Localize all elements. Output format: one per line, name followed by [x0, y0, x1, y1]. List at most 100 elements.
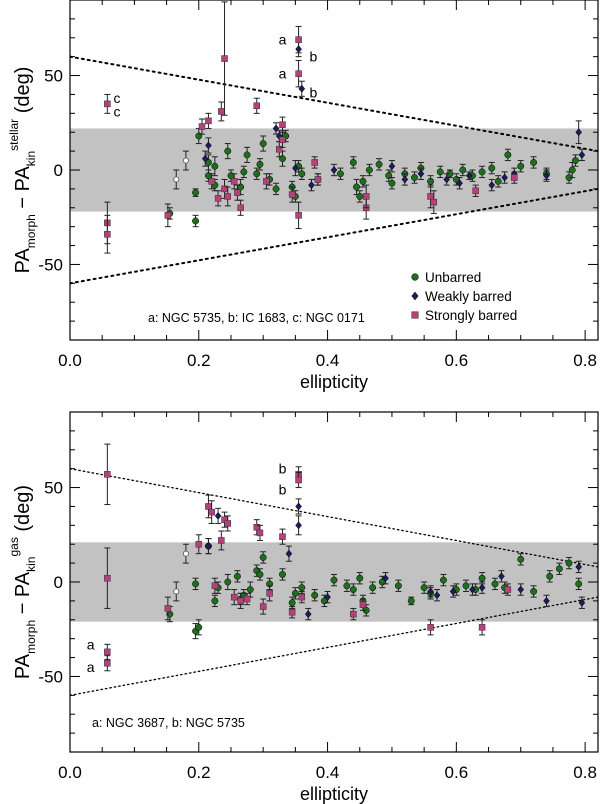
data-point: [279, 131, 286, 148]
weakly-barred-marker: [201, 154, 209, 163]
strongly-barred-marker: [243, 595, 251, 603]
unbarred-marker: [259, 553, 267, 561]
data-point: [298, 167, 306, 180]
unbarred-marker: [488, 164, 496, 172]
strongly-barred-marker: [104, 471, 111, 478]
strongly-barred-marker: [298, 593, 306, 601]
data-point: [201, 150, 209, 167]
data-point: [359, 598, 367, 611]
y-tick-label: 0: [54, 161, 63, 180]
annotation-label: b: [279, 481, 287, 497]
weakly-barred-marker: [501, 173, 508, 182]
data-point: [263, 173, 270, 190]
weakly-barred-marker: [205, 141, 212, 150]
data-point: [295, 515, 302, 536]
unbarred-marker: [369, 584, 377, 592]
unbarred-marker: [330, 576, 338, 584]
weakly-barred-marker: [578, 150, 586, 159]
data-point: [555, 562, 563, 575]
unbarred-marker: [211, 597, 219, 605]
x-tick-label: 0.4: [316, 763, 340, 782]
data-point: [205, 112, 212, 129]
data-point: [504, 583, 512, 596]
y-axis-label-part: kin: [24, 557, 38, 572]
data-point: [173, 581, 180, 602]
unbarred-marker: [411, 174, 418, 182]
data-point: [104, 443, 111, 506]
annotation-label: a: [279, 32, 287, 48]
weakly-barred-marker: [382, 574, 389, 583]
panel-1: a a b b cc 0.0 0.2 0.4 0.6 0.8 -50 0 50 ellipticity PA…: [7, 0, 599, 392]
x-tick-label: 0.4: [316, 351, 340, 370]
unbarred-marker: [356, 192, 364, 200]
data-point: [205, 137, 212, 154]
weakly-barred-marker: [578, 598, 586, 607]
weakly-barred-marker: [295, 521, 302, 530]
unbarred-marker: [407, 597, 415, 605]
x-tick-label: 0.6: [445, 351, 469, 370]
strongly-barred-marker: [218, 108, 225, 115]
data-point: [266, 585, 273, 602]
series-open: [173, 543, 189, 602]
unbarred-marker: [298, 170, 306, 178]
unbarred-marker: [298, 584, 306, 592]
data-point: [298, 80, 306, 97]
legend-strongly-barred-marker: [411, 311, 419, 319]
strongly-barred-marker: [511, 174, 518, 181]
data-point: [256, 158, 264, 171]
weakly-barred-marker: [449, 587, 457, 596]
y-tick-label: 50: [44, 67, 63, 86]
open-marker: [182, 157, 189, 164]
weakly-barred-marker: [456, 179, 463, 188]
unbarred-marker: [530, 587, 538, 595]
strongly-barred-marker: [211, 582, 219, 590]
unbarred-marker: [246, 586, 254, 594]
data-point: [308, 178, 315, 192]
strongly-barred-marker: [430, 198, 438, 206]
unbarred-marker: [388, 179, 396, 187]
data-point: [430, 190, 438, 214]
data-point: [517, 553, 525, 566]
annotation-label: a: [87, 636, 95, 652]
x-axis-label: ellipticity: [300, 372, 368, 392]
data-point: [104, 655, 111, 672]
y-axis-label-part: morph: [24, 214, 38, 248]
data-point: [478, 165, 486, 179]
data-point: [504, 148, 512, 162]
data-point: [291, 587, 299, 600]
data-point: [572, 154, 579, 167]
x-tick-label: 0.0: [58, 763, 82, 782]
weakly-barred-marker: [433, 591, 441, 600]
data-point: [224, 143, 232, 160]
data-point: [256, 524, 264, 541]
strongly-barred-marker: [205, 117, 212, 125]
unbarred-marker: [575, 580, 583, 588]
unbarred-marker: [240, 168, 248, 176]
unbarred-marker: [572, 157, 579, 165]
strongly-barred-marker: [208, 508, 215, 516]
strongly-barred-marker: [198, 123, 206, 130]
x-tick-label: 0.8: [573, 351, 597, 370]
legend-weakly-barred-marker: [411, 291, 419, 301]
data-point: [285, 545, 293, 562]
weakly-barred-marker: [575, 562, 583, 571]
weakly-barred-marker: [575, 128, 583, 137]
data-point: [530, 585, 538, 598]
data-point: [324, 590, 331, 604]
data-point: [295, 498, 302, 515]
data-point: [230, 173, 238, 190]
data-point: [259, 135, 267, 152]
data-point: [362, 184, 370, 209]
unbarred-marker: [365, 166, 373, 174]
data-point: [104, 214, 111, 254]
data-point: [349, 156, 357, 169]
data-point: [565, 171, 573, 184]
weakly-barred-marker: [304, 610, 312, 619]
data-point: [256, 568, 264, 581]
data-point: [478, 619, 486, 636]
weakly-barred-marker: [517, 585, 525, 594]
weakly-barred-marker: [488, 181, 496, 190]
unbarred-marker: [353, 183, 360, 191]
data-point: [469, 583, 476, 596]
x-tick-label: 0.0: [58, 351, 82, 370]
